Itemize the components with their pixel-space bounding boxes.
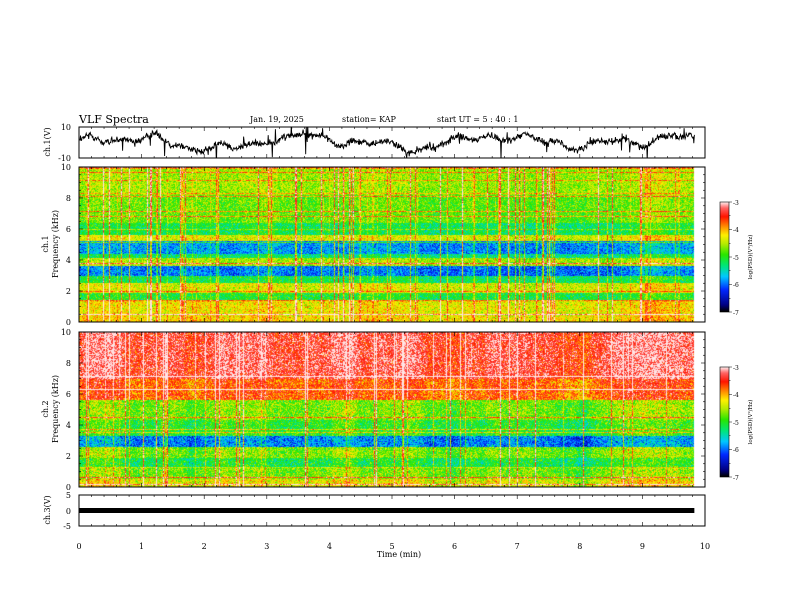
ch1-freq-tick: 10 [61,163,71,172]
ch2-freq-tick: 8 [66,359,71,368]
figure-title: VLF Spectra [78,113,149,126]
ch1-colorbar: -3 -4 -5 -6 -7 log(PSD)(V²/Hz) [719,200,754,317]
ch1-cb-tick: -7 [733,310,739,317]
time-tick-label: 1 [139,542,144,551]
ch2-cb-tick: -7 [733,475,739,482]
ch1-waveform-panel: 10 -10 ch.1(V) [43,123,706,163]
ch2-freq-tick: 2 [66,452,71,461]
ch1-spectrogram-panel: 0 2 4 6 8 10 ch.1 Frequency (kHz) [41,163,706,327]
ch1-spec-ylabel: ch.1 [41,235,50,252]
ch2-colorbar-gradient [720,367,729,477]
ch2-colorbar-label: log(PSD)(V²/Hz) [747,400,754,445]
ch1-freq-tick: 6 [66,225,71,234]
ch2-cb-tick: -3 [733,365,739,372]
time-tick-label: 0 [76,542,81,551]
ch1-spectrogram-image [79,167,705,322]
ch3-waveform-trace [79,508,695,513]
ch1-colorbar-label: log(PSD)(V²/Hz) [747,235,754,280]
date-label: Jan. 19, 2025 [249,115,304,124]
time-tick-label: 2 [202,542,207,551]
ch2-freq-tick: 6 [66,390,71,399]
ch1-cb-tick: -3 [733,200,739,207]
ch1-freq-tick: 2 [66,287,71,296]
ch2-cb-tick: -4 [733,392,739,399]
ch2-cb-tick: -5 [733,420,739,427]
ch3-ytick-mid: 0 [66,507,71,516]
ch2-colorbar: -3 -4 -5 -6 -7 log(PSD)(V²/Hz) [719,365,754,482]
ch1-yticks: 0 2 4 6 8 10 [61,163,71,327]
time-axis-ticks: 0 1 2 3 4 5 6 7 8 9 10 [76,542,710,551]
time-axis-label: Time (min) [377,550,421,559]
ch2-freq-tick: 0 [66,483,71,492]
ch1-freq-tick: 0 [66,318,71,327]
time-tick-label: 9 [640,542,645,551]
ch3-ylabel: ch.3(V) [43,495,52,524]
ch2-cb-tick: -6 [733,447,739,454]
ch1-colorbar-gradient [720,202,729,312]
ch1-freq-tick: 4 [66,256,71,265]
ch1-spec-ylabel2: Frequency (kHz) [51,210,60,278]
time-tick-label: 3 [264,542,269,551]
ch1-ytick-bottom: -10 [58,154,71,163]
time-tick-label: 6 [452,542,457,551]
ch2-freq-tick: 4 [66,421,71,430]
ch2-yticks: 0 2 4 6 8 10 [61,328,71,492]
time-tick-label: 8 [577,542,582,551]
ch2-spectrogram-image [79,332,705,487]
ch1-cb-tick: -6 [733,282,739,289]
ch2-spec-ylabel: ch.2 [41,400,50,417]
station-label: station= KAP [342,115,397,124]
time-tick-label: 7 [515,542,520,551]
ch1-cb-tick: -4 [733,227,739,234]
ch1-ylabel: ch.1(V) [43,127,52,156]
ch2-spectrogram-panel: 0 2 4 6 8 10 ch.2 Frequency (kHz) [41,328,706,492]
ch1-waveform-line [79,127,695,158]
ch2-spec-ylabel2: Frequency (kHz) [51,375,60,443]
time-tick-label: 10 [700,542,710,551]
ch1-cb-tick: -5 [733,255,739,262]
ch3-ytick-top: 5 [66,491,71,500]
ch1-ytick-top: 10 [61,123,71,132]
ch3-waveform-panel: 5 0 -5 ch.3(V) [43,491,706,531]
time-tick-label: 5 [389,542,394,551]
time-tick-label: 4 [327,542,332,551]
ch1-freq-tick: 8 [66,194,71,203]
ch3-ytick-bottom: -5 [63,522,71,531]
ch2-freq-tick: 10 [61,328,71,337]
start-time-label: start UT = 5 : 40 : 1 [437,115,518,124]
